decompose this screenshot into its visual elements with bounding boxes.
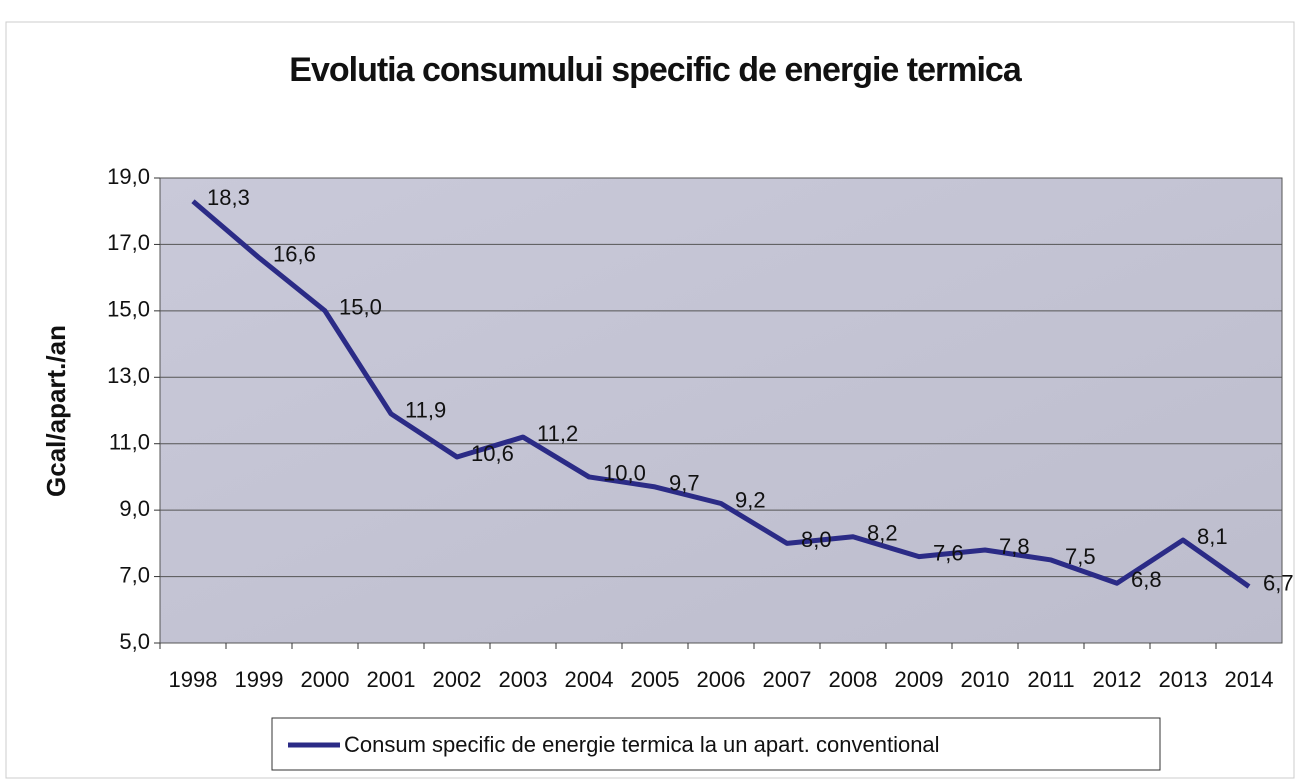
x-tick-label: 2011 bbox=[1027, 667, 1074, 692]
data-label: 8,1 bbox=[1197, 524, 1228, 549]
data-label: 11,2 bbox=[537, 421, 578, 446]
x-tick-label: 2000 bbox=[301, 667, 350, 692]
data-label: 7,5 bbox=[1065, 544, 1096, 569]
y-axis-label: Gcal/apart./an bbox=[41, 325, 71, 497]
y-tick-label: 5,0 bbox=[119, 629, 150, 654]
x-tick-label: 2012 bbox=[1093, 667, 1142, 692]
data-label: 7,6 bbox=[933, 540, 964, 565]
data-label: 8,2 bbox=[867, 521, 898, 546]
y-tick-label: 19,0 bbox=[107, 164, 150, 189]
data-label: 9,7 bbox=[669, 471, 700, 496]
data-label: 6,7 bbox=[1263, 570, 1294, 595]
y-tick-label: 17,0 bbox=[107, 230, 150, 255]
data-label: 16,6 bbox=[273, 242, 316, 267]
chart-frame bbox=[5, 21, 1295, 779]
x-tick-label: 2014 bbox=[1225, 667, 1274, 692]
y-tick-label: 7,0 bbox=[119, 562, 150, 587]
data-label: 7,8 bbox=[999, 534, 1030, 559]
y-tick-label: 15,0 bbox=[107, 297, 150, 322]
data-label: 11,9 bbox=[405, 398, 446, 423]
data-label: 10,6 bbox=[471, 441, 514, 466]
chart-title: Evolutia consumului specific de energie … bbox=[289, 51, 1023, 89]
x-tick-label: 2013 bbox=[1159, 667, 1208, 692]
x-tick-label: 2005 bbox=[631, 667, 680, 692]
legend-box bbox=[271, 717, 1161, 771]
series-line bbox=[191, 199, 1251, 589]
x-tick-label: 2007 bbox=[763, 667, 812, 692]
x-tick-label: 2004 bbox=[565, 667, 614, 692]
data-label: 8,0 bbox=[801, 527, 832, 552]
data-label: 9,2 bbox=[735, 487, 766, 512]
x-tick-label: 2008 bbox=[829, 667, 878, 692]
y-tick-label: 11,0 bbox=[109, 430, 150, 455]
plot-area bbox=[159, 177, 1283, 644]
x-tick-label: 2003 bbox=[499, 667, 548, 692]
legend-label: Consum specific de energie termica la un… bbox=[344, 732, 940, 757]
data-label: 18,3 bbox=[207, 185, 250, 210]
x-tick-label: 2009 bbox=[895, 667, 944, 692]
y-tick-label: 13,0 bbox=[107, 363, 150, 388]
y-tick-label: 9,0 bbox=[119, 496, 150, 521]
x-tick-label: 2002 bbox=[433, 667, 482, 692]
x-tick-label: 2001 bbox=[367, 667, 416, 692]
x-tick-label: 2006 bbox=[697, 667, 746, 692]
x-tick-label: 1999 bbox=[235, 667, 284, 692]
data-label: 6,8 bbox=[1131, 567, 1162, 592]
x-tick-label: 1998 bbox=[169, 667, 218, 692]
x-tick-label: 2010 bbox=[961, 667, 1010, 692]
data-label: 10,0 bbox=[603, 461, 646, 486]
data-label: 15,0 bbox=[339, 295, 382, 320]
